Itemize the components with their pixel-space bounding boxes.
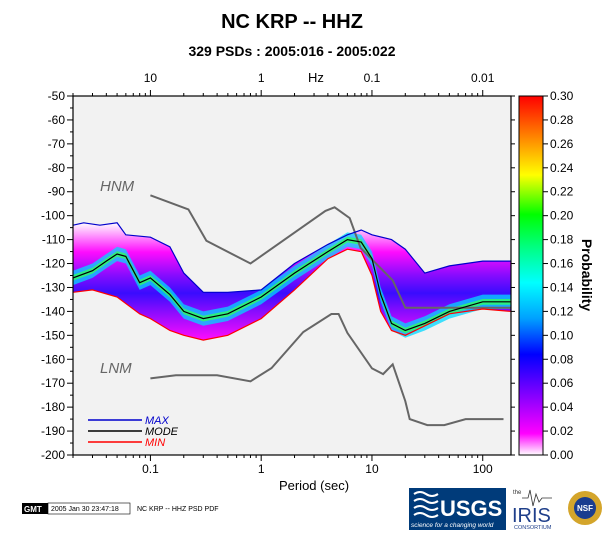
colorbar-tick-label: 0.22 [550,185,574,199]
y-tick-label: -50 [48,89,66,103]
y-tick-label: -90 [48,185,66,199]
min-curve [73,248,511,341]
x-top-tick-label: 0.1 [364,71,381,85]
x-top-tick-label: 10 [144,71,158,85]
x-top-tick-label: 0.01 [471,71,495,85]
colorbar-tick-label: 0.18 [550,233,574,247]
timestamp-box [47,502,131,515]
y-axis: -50 -60 -70 -80 -90 -100 -110 -120 -130 -140 -150 -… [41,89,515,462]
y-tick-label: -150 [41,328,65,342]
y-tick-label: -140 [41,304,65,318]
usgs-wordmark: USGS [440,496,502,521]
colorbar-tick-label: 0.16 [550,257,574,271]
legend-label-mode: MODE [145,426,179,438]
x-tick-label: 1 [258,462,265,476]
x-tick-label: 0.1 [142,462,159,476]
y-tick-label: -120 [41,257,65,271]
colorbar-tick-label: 0.30 [550,89,574,103]
colorbar-tick-label: 0.20 [550,209,574,223]
y-tick-label: -200 [41,448,65,462]
x-top-tick-label: 1 [258,71,265,85]
x-tick-label: 100 [473,462,493,476]
legend: MAX MODE MIN [88,415,179,449]
y-tick-label: -160 [41,352,65,366]
y-tick-label: -80 [48,161,66,175]
x-tick-label: 10 [365,462,379,476]
colorbar-tick-label: 0.04 [550,400,574,414]
colorbar-tick-label: 0.00 [550,448,574,462]
gmt-badge-text: GMT [24,505,42,514]
colorbar [518,95,544,456]
timestamp: 2005 Jan 30 23:47:18 [51,506,119,513]
x-axis-bottom: 0.1 1 10 100 [72,455,493,476]
footer-caption: NC KRP -- HHZ PSD PDF [137,506,219,513]
y-tick-label: -110 [42,233,65,247]
y-tick-label: -130 [41,280,65,294]
y-tick-label: -100 [41,209,65,223]
colorbar-tick-label: 0.08 [550,352,574,366]
legend-label-max: MAX [145,415,170,427]
colorbar-tick-label: 0.24 [550,161,574,175]
chart-subtitle: 329 PSDs : 2005:016 - 2005:022 [188,43,395,59]
max-curve [73,222,511,293]
y-tick-label: -180 [41,400,65,414]
psd-curves [73,194,511,427]
lnm-label: LNM [100,360,132,377]
usgs-logo: USGS science for a changing world [409,488,506,530]
hnm-curve [150,194,511,309]
colorbar-tick-label: 0.06 [550,376,574,390]
y-tick-label: -70 [48,137,66,151]
colorbar-tick-label: 0.14 [550,280,574,294]
iris-logo: the IRIS CONSORTIUM [512,489,552,531]
y-tick-label: -60 [48,113,66,127]
nsf-seal: NSF [568,491,602,525]
y-tick-label: -170 [41,376,65,390]
lnm-curve [150,313,504,427]
nsf-wordmark: NSF [577,504,593,513]
y-tick-label: -190 [41,424,65,438]
iris-consortium: CONSORTIUM [514,525,552,531]
mode-curve [73,238,511,332]
chart-title: NC KRP -- HHZ [221,11,363,33]
hnm-label: HNM [100,178,135,195]
x-axis-top-label: Hz [308,70,324,85]
usgs-tagline: science for a changing world [411,522,494,529]
colorbar-tick-label: 0.02 [550,424,574,438]
x-axis-top: 10 1 0.1 0.01 [72,71,495,96]
legend-label-min: MIN [145,437,165,449]
x-axis-label: Period (sec) [279,478,349,493]
colorbar-tick-label: 0.12 [550,304,574,318]
iris-wordmark: IRIS [512,505,551,527]
colorbar-tick-label: 0.26 [550,137,574,151]
colorbar-tick-label: 0.28 [550,113,574,127]
iris-prefix: the [513,490,522,496]
colorbar-label: Probability [579,239,595,312]
colorbar-ticks: 0.30 0.28 0.26 0.24 0.22 0.20 0.18 0.16 0.14 0.12… [543,89,574,462]
colorbar-tick-label: 0.10 [550,328,574,342]
gmt-badge [22,503,48,514]
